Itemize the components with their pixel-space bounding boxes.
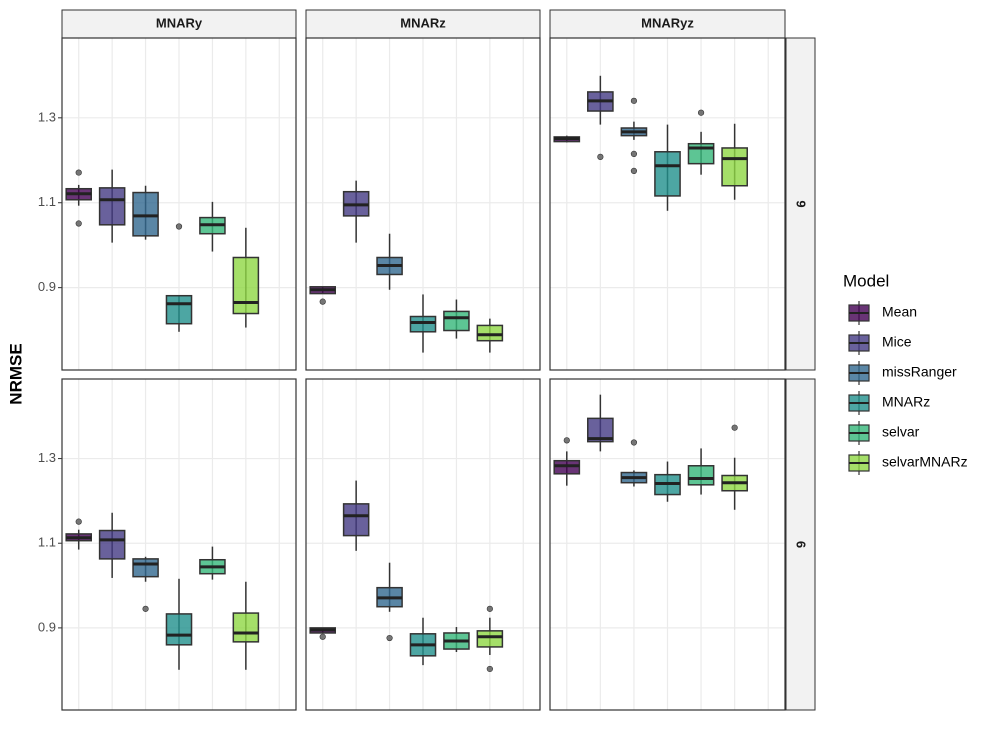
box (232, 612, 260, 643)
outlier (75, 169, 82, 176)
box (98, 529, 126, 560)
outlier (731, 424, 738, 431)
strip-label: 9 (794, 200, 809, 207)
strip-label: MNARz (400, 15, 446, 30)
outlier (319, 633, 326, 640)
box (98, 187, 126, 226)
outlier (75, 518, 82, 525)
panel-border (61, 378, 297, 711)
panel-border (305, 378, 541, 711)
box (443, 310, 470, 332)
box (165, 294, 193, 325)
outlier (142, 605, 149, 612)
outlier (630, 97, 638, 104)
legend-label: selvarMNARz (882, 454, 968, 470)
legend-label: Mean (882, 304, 917, 320)
box (687, 465, 715, 486)
box (587, 417, 614, 443)
box (721, 147, 748, 187)
legend-label: MNARz (882, 394, 930, 410)
panel-border (305, 37, 541, 371)
y-tick-label: 0.9 (38, 619, 56, 634)
box (476, 324, 504, 342)
legend-label: missRanger (882, 364, 957, 380)
strip-bg (305, 9, 541, 39)
strip-label: 6 (794, 541, 809, 548)
outlier (319, 298, 326, 305)
strip-bg (785, 37, 816, 371)
y-axis-label: NRMSE (6, 343, 25, 404)
outlier (697, 109, 705, 116)
y-tick-label: 0.9 (38, 279, 56, 294)
outlier (175, 223, 183, 230)
y-tick-label: 1.3 (38, 450, 56, 465)
panel-border (61, 37, 297, 371)
panel-border (549, 378, 786, 711)
box (232, 256, 260, 315)
box (654, 151, 681, 197)
box (165, 613, 193, 646)
box (476, 630, 504, 648)
strip-bg (785, 378, 816, 711)
box (409, 315, 437, 333)
outlier (630, 167, 638, 174)
legend-label: Mice (882, 334, 912, 350)
box (342, 503, 370, 537)
outlier (386, 634, 393, 642)
y-tick-label: 1.1 (38, 194, 56, 209)
outlier (630, 439, 638, 446)
legend-label: selvar (882, 424, 920, 440)
box (132, 558, 159, 578)
y-tick-label: 1.1 (38, 535, 56, 550)
box (132, 191, 159, 237)
strip-bg (549, 9, 786, 39)
outlier (563, 437, 570, 444)
outlier (486, 605, 493, 612)
outlier (75, 220, 82, 227)
strip-label: MNARy (156, 15, 203, 30)
strip-label: MNARyz (641, 15, 694, 30)
outlier (486, 665, 493, 673)
y-tick-label: 1.3 (38, 109, 56, 124)
panel-border (549, 37, 786, 371)
legend-title: Model (843, 271, 889, 290)
outlier (597, 153, 604, 160)
strip-bg (61, 9, 297, 39)
outlier (630, 150, 638, 158)
